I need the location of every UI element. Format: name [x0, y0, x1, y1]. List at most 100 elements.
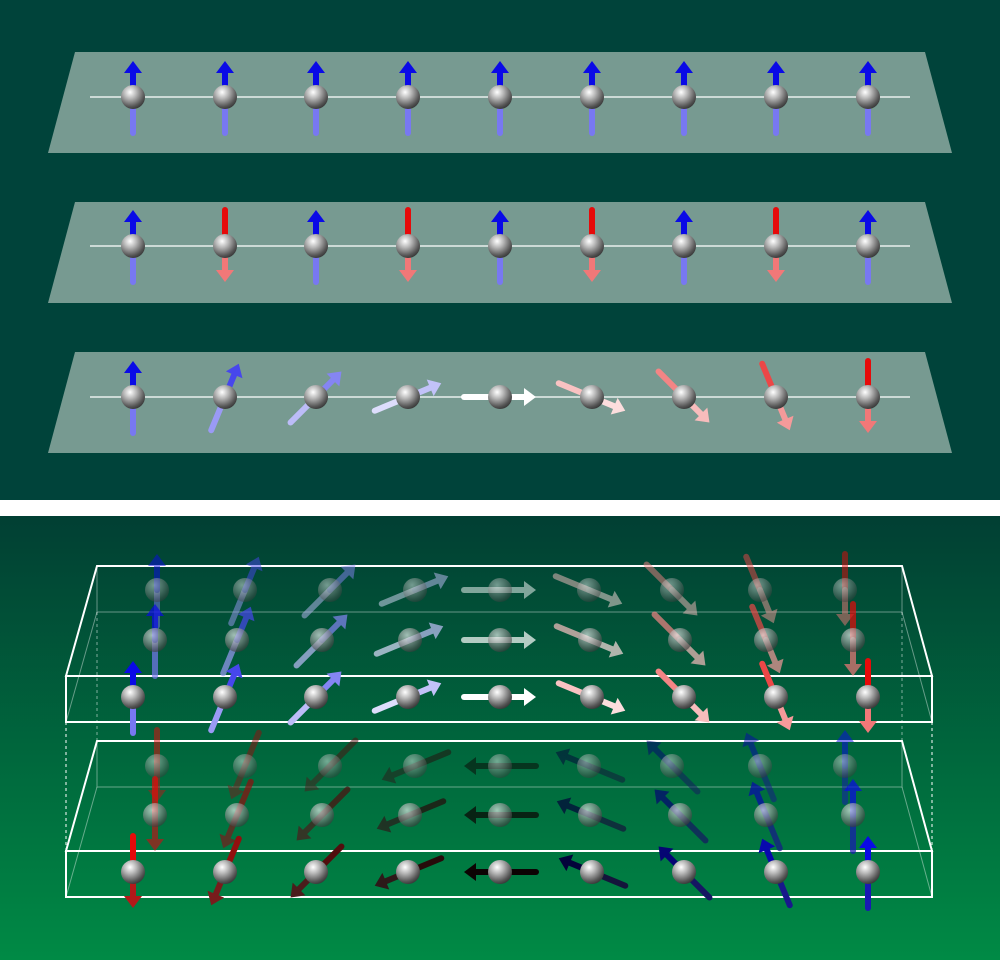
atom	[833, 578, 857, 602]
arrow-head	[859, 210, 877, 222]
atom	[396, 85, 420, 109]
arrow-head	[124, 661, 142, 673]
atom	[488, 628, 512, 652]
atom	[577, 754, 601, 778]
atom	[764, 385, 788, 409]
arrow-head	[332, 614, 348, 630]
atom	[764, 685, 788, 709]
atom	[121, 860, 145, 884]
arrow-head	[742, 732, 760, 748]
slab-edge	[901, 786, 933, 898]
arrow-head	[304, 776, 320, 792]
arrow-head	[610, 697, 626, 715]
atom	[396, 860, 420, 884]
arrow-head	[237, 606, 255, 622]
atom	[748, 754, 772, 778]
atom	[488, 803, 512, 827]
atom	[233, 754, 257, 778]
atom	[580, 85, 604, 109]
atom	[304, 234, 328, 258]
atom	[668, 628, 692, 652]
atom	[213, 860, 237, 884]
atom	[856, 860, 880, 884]
atom	[856, 234, 880, 258]
atom	[672, 234, 696, 258]
atom	[488, 85, 512, 109]
atom	[668, 803, 692, 827]
atom	[145, 754, 169, 778]
arrow-head	[766, 658, 784, 674]
atom	[225, 803, 249, 827]
arrow-head	[426, 379, 442, 397]
arrow-head	[340, 564, 356, 580]
atom	[580, 234, 604, 258]
atom	[304, 85, 328, 109]
atom	[213, 234, 237, 258]
atom	[121, 685, 145, 709]
arrow-head	[326, 671, 342, 687]
arrow-head	[227, 784, 245, 800]
atom	[754, 628, 778, 652]
arrow-head	[124, 61, 142, 73]
arrow-head	[658, 846, 674, 862]
atom	[318, 754, 342, 778]
atom	[213, 385, 237, 409]
arrow-head	[760, 608, 778, 624]
arrow-head	[844, 664, 862, 676]
arrow-head	[675, 61, 693, 73]
atom	[672, 860, 696, 884]
arrow-head	[207, 890, 225, 906]
arrow-head	[124, 896, 142, 908]
arrow-head	[524, 631, 536, 649]
arrow-head	[748, 781, 766, 797]
slab-edge	[65, 611, 98, 723]
arrow-head	[326, 371, 342, 387]
arrow-head	[464, 757, 476, 775]
atom	[213, 85, 237, 109]
arrow-head	[219, 833, 237, 849]
atom	[121, 385, 145, 409]
atom	[841, 628, 865, 652]
arrow-head	[524, 388, 536, 406]
arrow-head	[524, 688, 536, 706]
arrow-head	[558, 854, 574, 872]
arrow-head	[758, 838, 776, 854]
atom	[396, 385, 420, 409]
atom	[754, 803, 778, 827]
arrow-head	[146, 604, 164, 616]
atom	[856, 85, 880, 109]
atom	[121, 85, 145, 109]
atom	[145, 578, 169, 602]
atom	[233, 578, 257, 602]
atom	[578, 803, 602, 827]
arrow-head	[399, 61, 417, 73]
atom	[304, 685, 328, 709]
arrow-head	[776, 415, 794, 431]
arrow-head	[767, 61, 785, 73]
drawing	[48, 52, 952, 911]
atom	[304, 860, 328, 884]
atom	[396, 685, 420, 709]
atom	[764, 860, 788, 884]
atom	[398, 803, 422, 827]
slab-edge	[65, 786, 98, 898]
atom	[143, 803, 167, 827]
slab-front	[65, 675, 933, 723]
arrow-head	[859, 836, 877, 848]
atom	[304, 385, 328, 409]
arrow-head	[690, 650, 706, 666]
slab-back	[96, 741, 903, 788]
arrow-head	[859, 721, 877, 733]
arrow-head	[124, 361, 142, 373]
arrow-head	[859, 421, 877, 433]
arrow-head	[225, 363, 243, 379]
arrow-head	[491, 210, 509, 222]
atom	[764, 234, 788, 258]
arrow-head	[216, 61, 234, 73]
atom	[748, 578, 772, 602]
arrow-head	[148, 554, 166, 566]
atom	[121, 234, 145, 258]
arrow-head	[307, 210, 325, 222]
atom	[672, 685, 696, 709]
